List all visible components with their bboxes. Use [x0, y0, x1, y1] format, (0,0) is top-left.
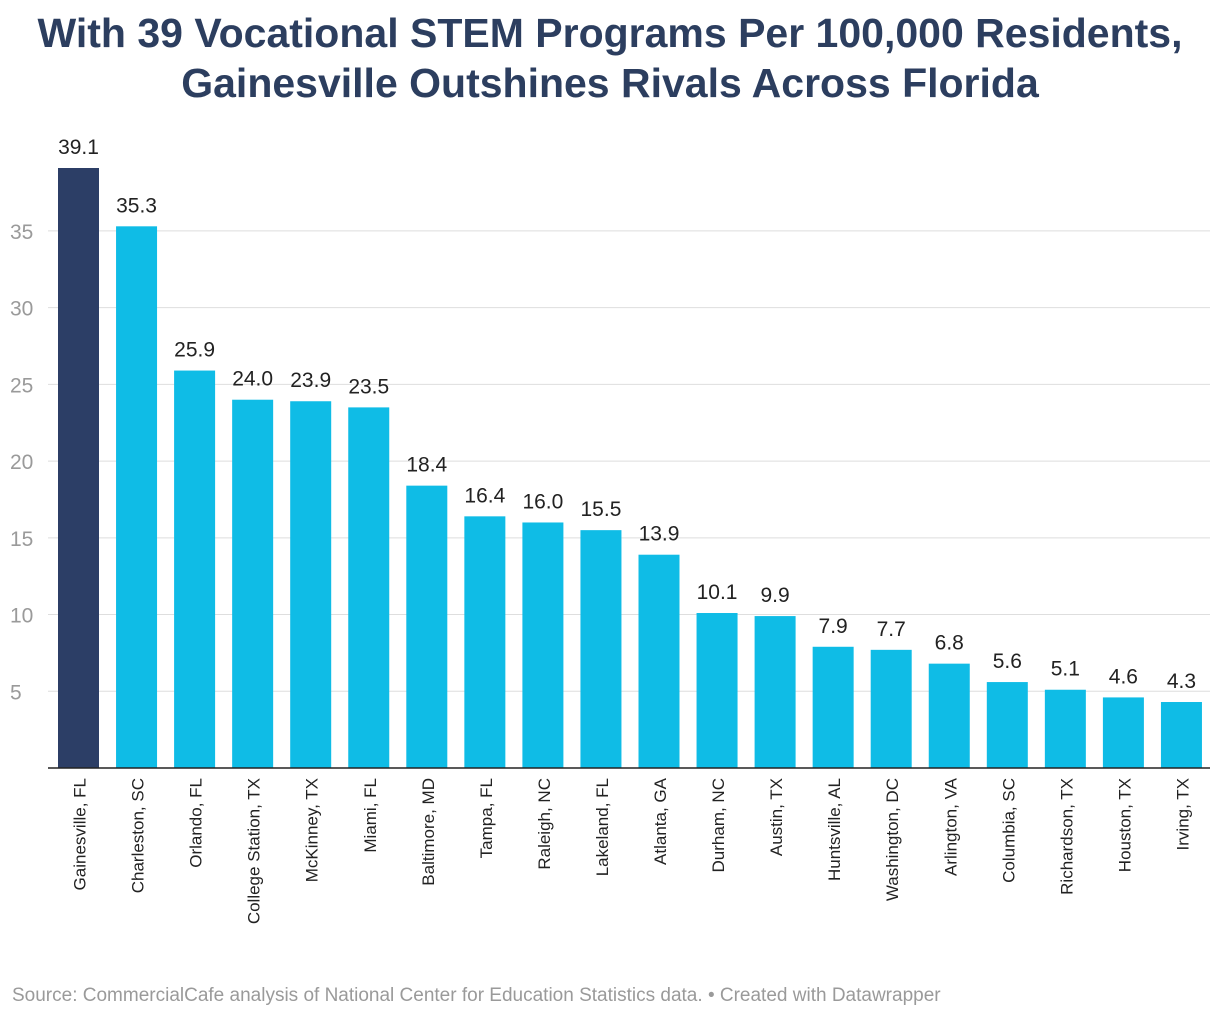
bar-value-label: 13.9	[639, 523, 680, 546]
bar	[522, 522, 564, 768]
x-category-label: Lakeland, FL	[593, 778, 612, 876]
bar-value-label: 9.9	[760, 584, 789, 607]
y-tick-label: 25	[10, 374, 33, 397]
bar-value-label: 10.1	[697, 581, 738, 604]
bar	[58, 168, 99, 768]
bar-value-label: 16.4	[464, 484, 505, 507]
bar-value-label: 7.7	[877, 618, 906, 641]
bar	[812, 646, 854, 768]
y-tick-label: 35	[10, 221, 33, 244]
bar-value-label: 4.6	[1109, 665, 1138, 688]
x-category-label: Huntsville, AL	[825, 778, 844, 881]
bar	[754, 616, 796, 768]
bar	[696, 613, 738, 768]
y-tick-label: 10	[10, 605, 33, 628]
bar	[986, 682, 1028, 768]
bar	[1160, 702, 1202, 768]
x-category-label: Richardson, TX	[1057, 778, 1076, 895]
x-category-label: Baltimore, MD	[419, 778, 438, 886]
bar-value-label: 15.5	[581, 498, 622, 521]
x-category-label: Atlanta, GA	[651, 777, 670, 865]
x-category-label: Austin, TX	[767, 778, 786, 856]
bar	[1102, 697, 1144, 768]
x-category-label: Durham, NC	[709, 778, 728, 872]
bar-value-label: 25.9	[174, 339, 215, 362]
bar	[406, 485, 448, 768]
bar-chart: 5 10 15 20 25 30 35 39.1 Gainesville, FL 35.3 Char…	[10, 136, 1210, 924]
source-footer: Source: CommercialCafe analysis of Natio…	[12, 985, 941, 1007]
bar	[348, 407, 390, 768]
y-tick-label: 30	[10, 298, 33, 321]
bar	[580, 530, 622, 768]
x-category-label: Arlington, VA	[941, 777, 960, 876]
bar-value-label: 5.1	[1051, 658, 1080, 681]
bar-value-label: 23.5	[348, 375, 389, 398]
bar-value-label: 23.9	[290, 369, 331, 392]
bar	[1044, 689, 1086, 768]
x-category-label: Houston, TX	[1115, 778, 1134, 872]
source-text: Source: CommercialCafe analysis of Natio…	[12, 985, 703, 1006]
bar	[928, 663, 970, 768]
bar-value-label: 35.3	[116, 194, 157, 217]
bar-value-label: 18.4	[406, 454, 447, 477]
bar-value-label: 4.3	[1167, 670, 1196, 693]
bar	[116, 226, 158, 769]
bar-value-label: 24.0	[232, 368, 273, 391]
credit-text: Created with Datawrapper	[719, 985, 941, 1006]
chart-title-line-2: Gainesville Outshines Rivals Across Flor…	[181, 60, 1039, 106]
x-category-label: McKinney, TX	[303, 778, 322, 882]
x-category-label: Washington, DC	[883, 778, 902, 901]
bar	[174, 370, 216, 768]
x-category-label: Tampa, FL	[477, 778, 496, 858]
x-category-label: Raleigh, NC	[535, 778, 554, 870]
x-category-label: College Station, TX	[245, 778, 264, 924]
bar	[638, 554, 680, 768]
bar	[232, 399, 274, 768]
x-category-label: Columbia, SC	[999, 778, 1018, 883]
chart-title-line-1: With 39 Vocational STEM Programs Per 100…	[37, 10, 1183, 56]
bar-value-label: 7.9	[819, 615, 848, 638]
x-category-label: Miami, FL	[361, 778, 380, 853]
x-category-label: Charleston, SC	[129, 778, 148, 893]
bar-value-label: 16.0	[522, 490, 563, 513]
bar	[290, 401, 332, 768]
x-category-label: Gainesville, FL	[71, 778, 90, 890]
chart-title: With 39 Vocational STEM Programs Per 100…	[0, 8, 1220, 108]
x-category-label: Orlando, FL	[187, 778, 206, 868]
x-category-label: Irving, TX	[1173, 778, 1192, 850]
bar-value-label: 5.6	[993, 650, 1022, 673]
bar	[870, 649, 912, 768]
footer-separator: •	[707, 985, 715, 1006]
y-tick-label: 20	[10, 451, 33, 474]
bar-value-label: 39.1	[58, 136, 99, 159]
y-tick-label: 5	[10, 681, 22, 704]
y-tick-label: 15	[10, 528, 33, 551]
bar-value-label: 6.8	[935, 632, 964, 655]
bar	[464, 516, 506, 768]
